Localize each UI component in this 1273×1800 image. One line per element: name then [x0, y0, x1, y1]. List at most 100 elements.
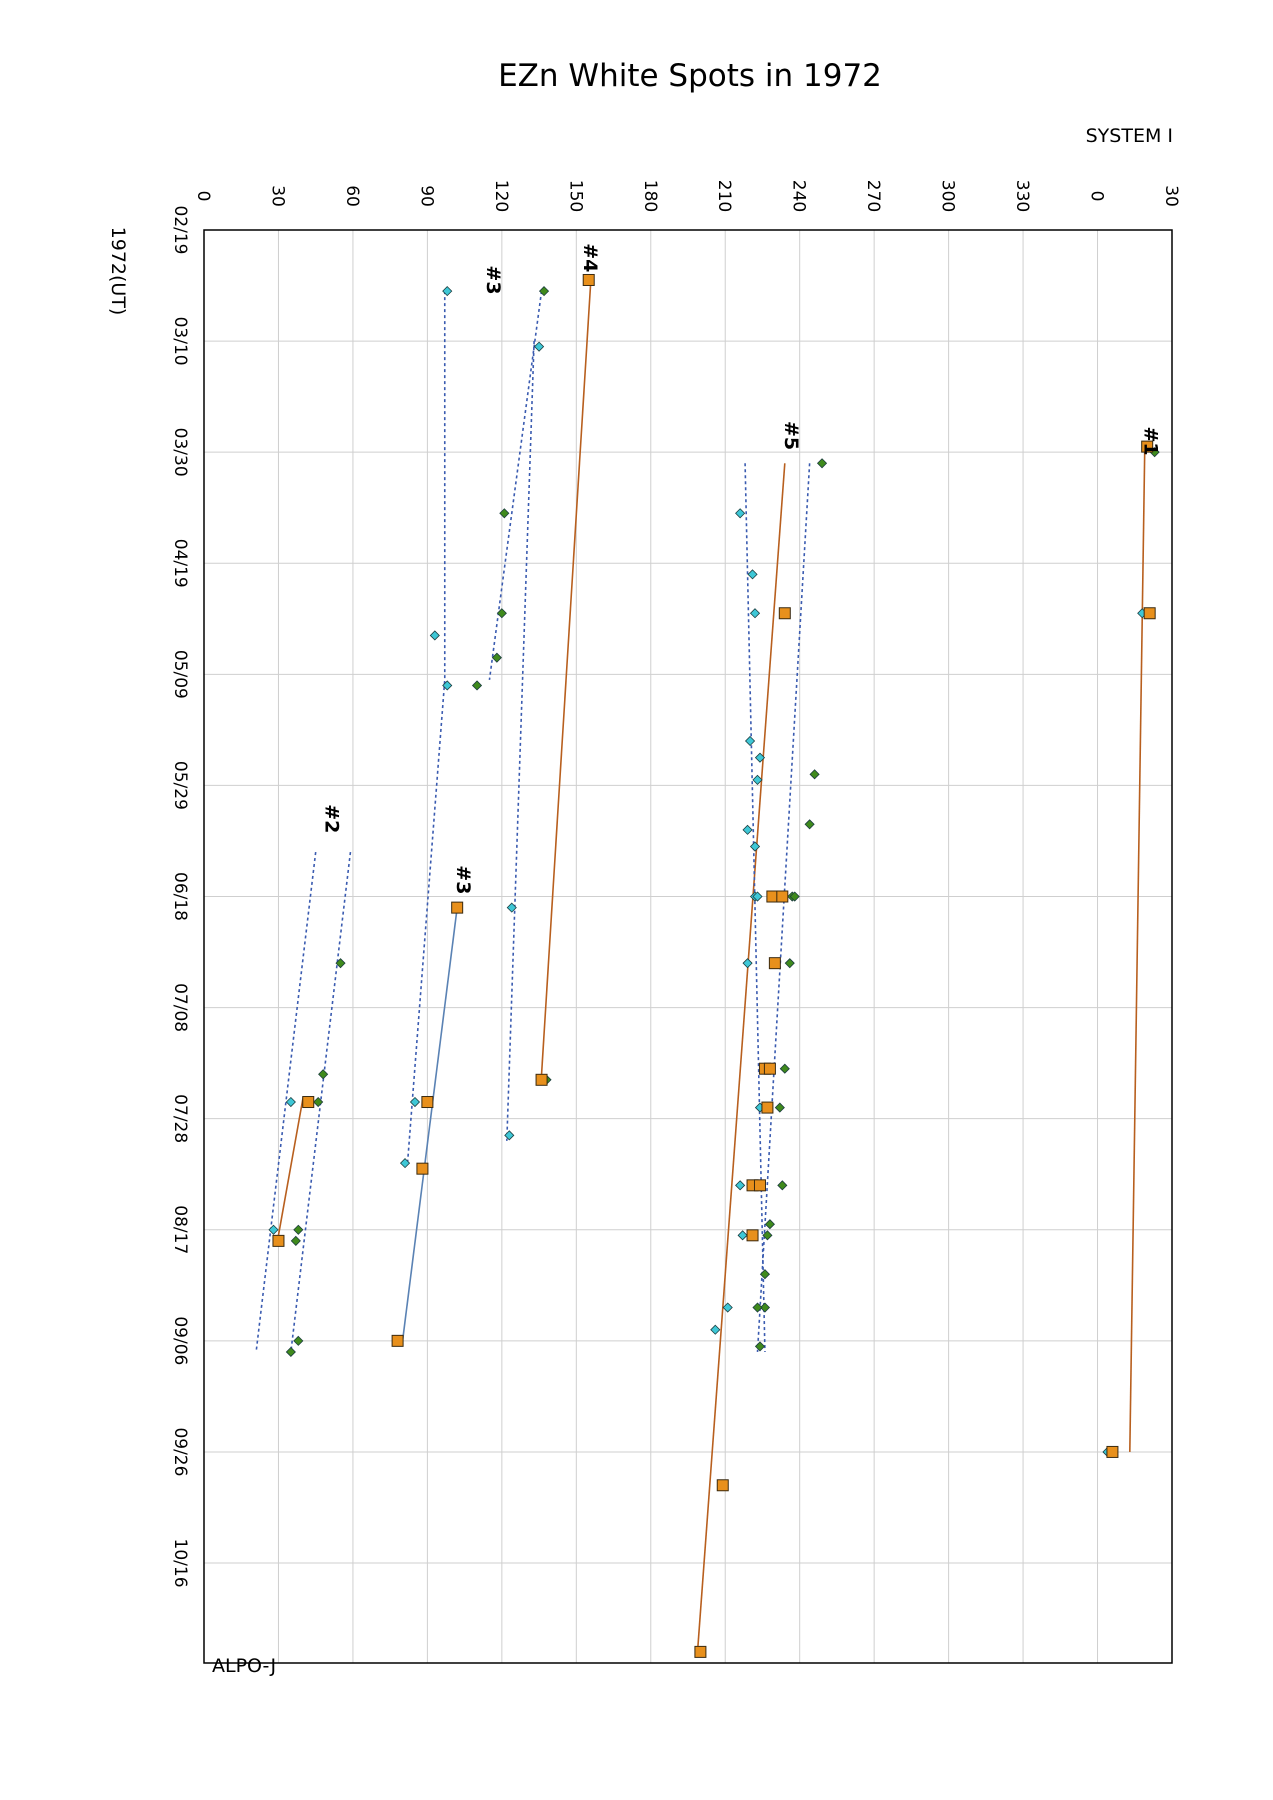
longitude-tick-label: 150 — [565, 180, 585, 212]
grid — [203, 229, 1173, 1663]
date-tick-group: 03/30 — [170, 428, 190, 477]
cyan-diamond-point — [747, 569, 758, 580]
date-tick-label: 03/10 — [170, 317, 190, 366]
spot-label: #3 — [452, 865, 474, 894]
orange-square-point — [716, 1479, 729, 1492]
cyan-diamond-point — [506, 902, 517, 913]
longitude-tick-label: 180 — [640, 180, 660, 212]
orange-square-point — [761, 1101, 774, 1114]
cyan-diamond-point — [710, 1324, 721, 1335]
spot-label: #2 — [321, 804, 343, 833]
date-axis-label: 1972(UT) — [107, 227, 129, 316]
green-diamond-point — [809, 769, 820, 780]
date-tick-group: 03/10 — [170, 317, 190, 366]
spot-label-group: #1 — [1140, 426, 1162, 455]
green-diamond-point — [496, 608, 507, 619]
cyan-diamond-point — [442, 286, 453, 297]
orange-square-point — [1141, 440, 1154, 453]
cyan-diamond-point — [268, 1224, 279, 1235]
orange-square-point — [1106, 1445, 1119, 1458]
date-tick-group: 04/19 — [170, 539, 190, 588]
date-tick-group: 02/19 — [170, 206, 190, 255]
spot-label: #5 — [780, 421, 802, 450]
longitude-tick-group: 150 — [565, 180, 585, 212]
green-diamond-point — [764, 1219, 775, 1230]
green-diamond-point — [293, 1335, 304, 1346]
cyan-diamond-point — [735, 508, 746, 519]
date-tick-group: 08/17 — [170, 1205, 190, 1254]
longitude-tick-label: 240 — [789, 180, 809, 212]
longitude-tick-label: 30 — [1161, 185, 1181, 207]
date-tick-label: 03/30 — [170, 428, 190, 477]
spot-label: #4 — [579, 243, 601, 272]
longitude-tick-group: 0 — [1087, 191, 1107, 202]
orange-square-point — [421, 1096, 434, 1109]
longitude-tick-group: 210 — [714, 180, 734, 212]
longitude-tick-group: 330 — [1012, 180, 1032, 212]
orange-square-point — [753, 1179, 766, 1192]
green-diamond-point — [789, 891, 800, 902]
green-diamond-point — [752, 1302, 763, 1313]
center-drift-line — [697, 463, 786, 1647]
spot-labels: #1 #2 #3 #3 #4 #5 — [321, 243, 1162, 894]
orange-square-point — [582, 273, 595, 286]
date-tick-label: 07/08 — [170, 983, 190, 1032]
data-points — [268, 273, 1160, 1658]
date-tick-group: 05/29 — [170, 761, 190, 810]
cyan-diamond-point — [744, 735, 756, 747]
date-tick-label: 06/18 — [170, 872, 190, 921]
green-diamond-point — [318, 1069, 329, 1080]
longitude-tick-label: 60 — [342, 185, 362, 207]
date-tick-label: 08/17 — [170, 1205, 190, 1254]
green-diamond-point — [759, 1269, 771, 1280]
green-diamond-point — [759, 1302, 771, 1313]
orange-square-point — [302, 1096, 315, 1109]
longitude-tick-group: 270 — [863, 180, 883, 212]
spot-label-group: #2 — [321, 804, 343, 833]
longitude-tick-label: 300 — [938, 180, 958, 212]
green-diamond-point — [774, 1102, 785, 1113]
date-tick-group: 07/28 — [170, 1094, 190, 1143]
chart-title: EZn White Spots in 1972 — [498, 58, 882, 94]
orange-square-point — [694, 1645, 707, 1658]
green-diamond-point — [784, 958, 795, 969]
longitude-tick-group: 0 — [193, 191, 213, 202]
date-tick-group: 10/16 — [170, 1539, 190, 1588]
cyan-diamond-point — [429, 630, 440, 641]
edge-drift-line — [744, 463, 766, 1352]
cyan-diamond-point — [504, 1130, 515, 1141]
green-diamond-point — [290, 1235, 301, 1246]
green-diamond-point — [538, 286, 550, 297]
longitude-tick-label: 0 — [193, 191, 213, 202]
green-diamond-point — [285, 1346, 296, 1358]
tick-labels: 0 30 60 90 120 150 180 210 240 270 300 330 0 30 02/19 0… — [170, 180, 1181, 1588]
longitude-tick-label: 90 — [416, 185, 436, 207]
plot-frame — [203, 229, 1173, 1664]
cyan-diamond-point — [722, 1302, 733, 1313]
orange-square-point — [535, 1073, 548, 1086]
spot-label-group: #5 — [780, 421, 802, 450]
orange-square-point — [451, 901, 464, 914]
cyan-diamond-point — [742, 958, 753, 969]
orange-square-point — [416, 1162, 429, 1175]
center-drift-line — [1129, 452, 1146, 1452]
date-tick-group: 06/18 — [170, 872, 190, 921]
longitude-tick-group: 60 — [342, 185, 362, 207]
orange-square-point — [1143, 607, 1156, 620]
longitude-tick-group: 300 — [938, 180, 958, 212]
cyan-diamond-point — [749, 841, 761, 852]
orange-square-point — [778, 607, 791, 620]
date-tick-group: 07/08 — [170, 983, 190, 1032]
date-tick-label: 05/29 — [170, 761, 190, 810]
spot-label-group: #3 — [452, 865, 474, 894]
edge-drift-line — [488, 290, 543, 681]
edge-drift-line — [406, 291, 446, 1164]
green-diamond-point — [499, 508, 510, 519]
cyan-diamond-point — [534, 341, 545, 352]
longitude-tick-label: 120 — [491, 180, 511, 212]
date-tick-group: 09/26 — [170, 1427, 190, 1476]
spot-label: #1 — [1140, 426, 1162, 455]
cyan-diamond-point — [285, 1096, 296, 1108]
spot-label-group: #3 — [482, 265, 504, 294]
cyan-diamond-point — [442, 680, 453, 691]
